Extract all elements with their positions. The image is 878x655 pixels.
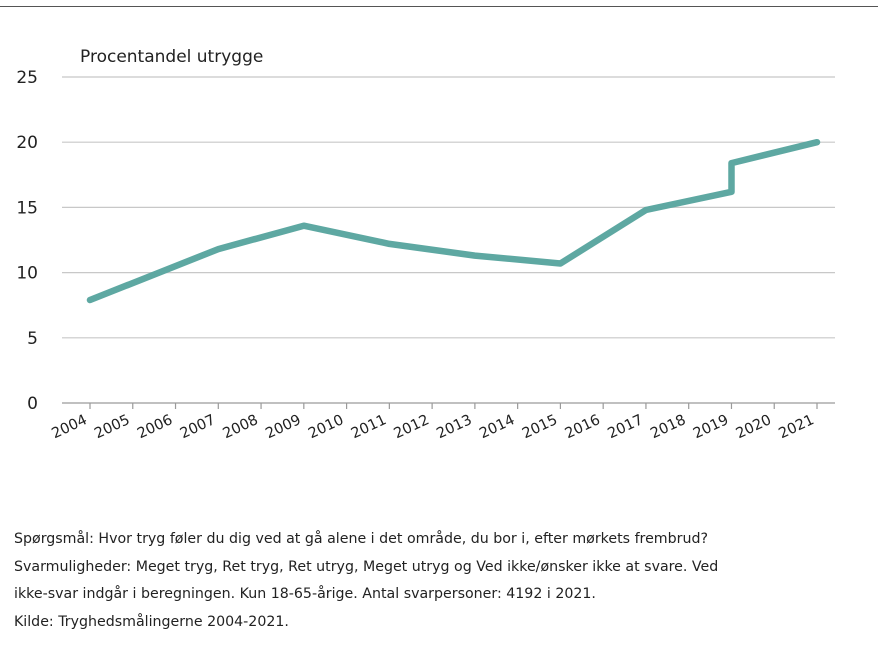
x-tick-label: 2021 — [776, 412, 816, 442]
x-tick-labels: 2004 2005 2006 2007 2008 2009 2010 2011 2012 2013… — [49, 403, 818, 442]
x-tick-label: 2005 — [92, 412, 132, 442]
y-tick-label: 15 — [16, 198, 38, 218]
series-layer — [86, 138, 821, 304]
footnote-question: Spørgsmål: Hvor tryg føler du dig ved at… — [14, 531, 708, 547]
x-tick-label: 2015 — [520, 412, 560, 442]
y-tick-label: 0 — [27, 394, 38, 414]
x-tick-label: 2019 — [691, 412, 731, 442]
x-tick-label: 2008 — [221, 412, 261, 442]
footnote: Spørgsmål: Hvor tryg føler du dig ved at… — [14, 526, 874, 636]
y-tick-label: 20 — [16, 133, 38, 153]
gridlines — [62, 76, 835, 404]
series-line-0 — [86, 138, 821, 304]
y-tick-label: 25 — [16, 68, 38, 88]
footnote-answers: Svarmuligheder: Meget tryg, Ret tryg, Re… — [14, 558, 719, 575]
y-tick-label: 10 — [16, 264, 38, 284]
y-tick-labels: 0 5 10 15 20 25 — [16, 68, 38, 414]
x-tick-label: 2018 — [648, 412, 688, 442]
x-tick-label: 2013 — [434, 412, 474, 442]
footnote-source: Kilde: Tryghedsmålingerne 2004-2021. — [14, 613, 289, 630]
x-tick-label: 2017 — [605, 412, 645, 442]
x-tick-label: 2007 — [178, 412, 218, 442]
x-tick-label: 2012 — [392, 412, 432, 442]
x-tick-label: 2014 — [477, 412, 517, 442]
x-tick-label: 2010 — [306, 412, 346, 442]
x-tick-label: 2004 — [49, 412, 89, 442]
footnote-method: ikke-svar indgår i beregningen. Kun 18-6… — [14, 586, 596, 602]
x-tick-label: 2020 — [734, 412, 774, 442]
top-rule — [0, 6, 878, 7]
x-tick-label: 2016 — [563, 412, 603, 442]
x-tick-label: 2006 — [135, 412, 175, 442]
x-tick-label: 2011 — [349, 412, 389, 442]
x-tick-label: 2009 — [263, 412, 303, 442]
y-tick-label: 5 — [27, 329, 38, 349]
y-axis-label: Procentandel utrygge — [80, 47, 263, 67]
